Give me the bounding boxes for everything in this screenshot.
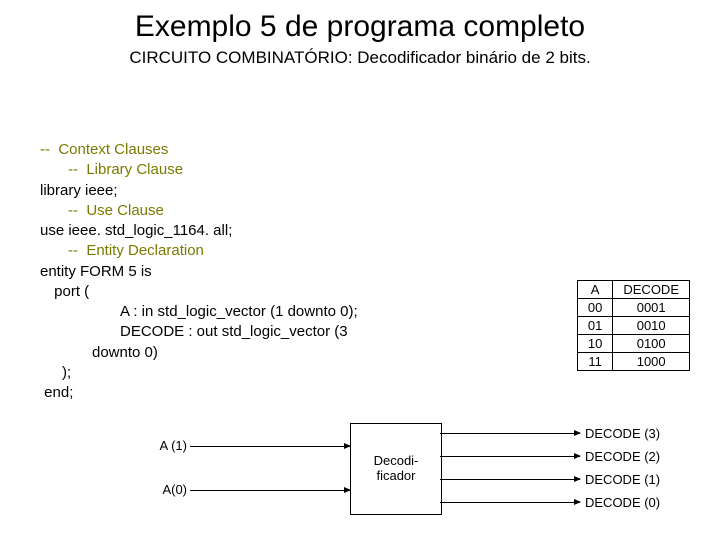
decoder-box: Decodi- ficador: [350, 423, 442, 515]
slide-subtitle: CIRCUITO COMBINATÓRIO: Decodificador bin…: [0, 48, 720, 68]
wire-label-d3: DECODE (3): [585, 426, 660, 441]
code-line: );: [62, 363, 358, 383]
truth-table: A DECODE 00 0001 01 0010 10 0100 11 1000: [577, 280, 690, 371]
wire-label-d0: DECODE (0): [585, 495, 660, 510]
code-line: port (: [50, 282, 358, 302]
wire-out-d2: [440, 456, 580, 457]
code-line: -- Library Clause: [68, 160, 358, 180]
decoder-box-label: Decodi- ficador: [374, 454, 419, 484]
table-cell: 1000: [613, 353, 690, 371]
table-row: 11 1000: [577, 353, 689, 371]
table-row: 10 0100: [577, 335, 689, 353]
table-row: A DECODE: [577, 281, 689, 299]
code-line: A : in std_logic_vector (1 downto 0);: [120, 302, 358, 322]
wire-out-d3: [440, 433, 580, 434]
table-header-decode: DECODE: [613, 281, 690, 299]
vhdl-code-block: -- Context Clauses -- Library Clause lib…: [40, 140, 358, 403]
table-cell: 0001: [613, 299, 690, 317]
wire-out-d0: [440, 502, 580, 503]
block-diagram: Decodi- ficador A (1) A(0) DECODE (3) DE…: [150, 418, 670, 538]
wire-in-a0: [190, 490, 350, 491]
slide-title: Exemplo 5 de programa completo: [0, 10, 720, 44]
wire-label-d1: DECODE (1): [585, 472, 660, 487]
wire-out-d1: [440, 479, 580, 480]
code-line: use ieee. std_logic_1164. all;: [40, 221, 358, 241]
code-line: -- Use Clause: [68, 201, 358, 221]
table-cell: 0100: [613, 335, 690, 353]
code-line: downto 0): [92, 343, 358, 363]
table-cell: 0010: [613, 317, 690, 335]
wire-in-a1: [190, 446, 350, 447]
code-line: entity FORM 5 is: [40, 262, 358, 282]
wire-label-a1: A (1): [145, 438, 187, 453]
wire-label-a0: A(0): [145, 482, 187, 497]
table-cell: 00: [577, 299, 612, 317]
code-line: -- Entity Declaration: [68, 241, 358, 261]
wire-label-d2: DECODE (2): [585, 449, 660, 464]
table-cell: 01: [577, 317, 612, 335]
table-row: 01 0010: [577, 317, 689, 335]
code-line: library ieee;: [40, 181, 358, 201]
table-header-a: A: [577, 281, 612, 299]
table-cell: 11: [577, 353, 612, 371]
code-line: DECODE : out std_logic_vector (3: [120, 322, 358, 342]
code-line: -- Context Clauses: [40, 140, 358, 160]
table-cell: 10: [577, 335, 612, 353]
code-line: end;: [40, 383, 358, 403]
table-row: 00 0001: [577, 299, 689, 317]
